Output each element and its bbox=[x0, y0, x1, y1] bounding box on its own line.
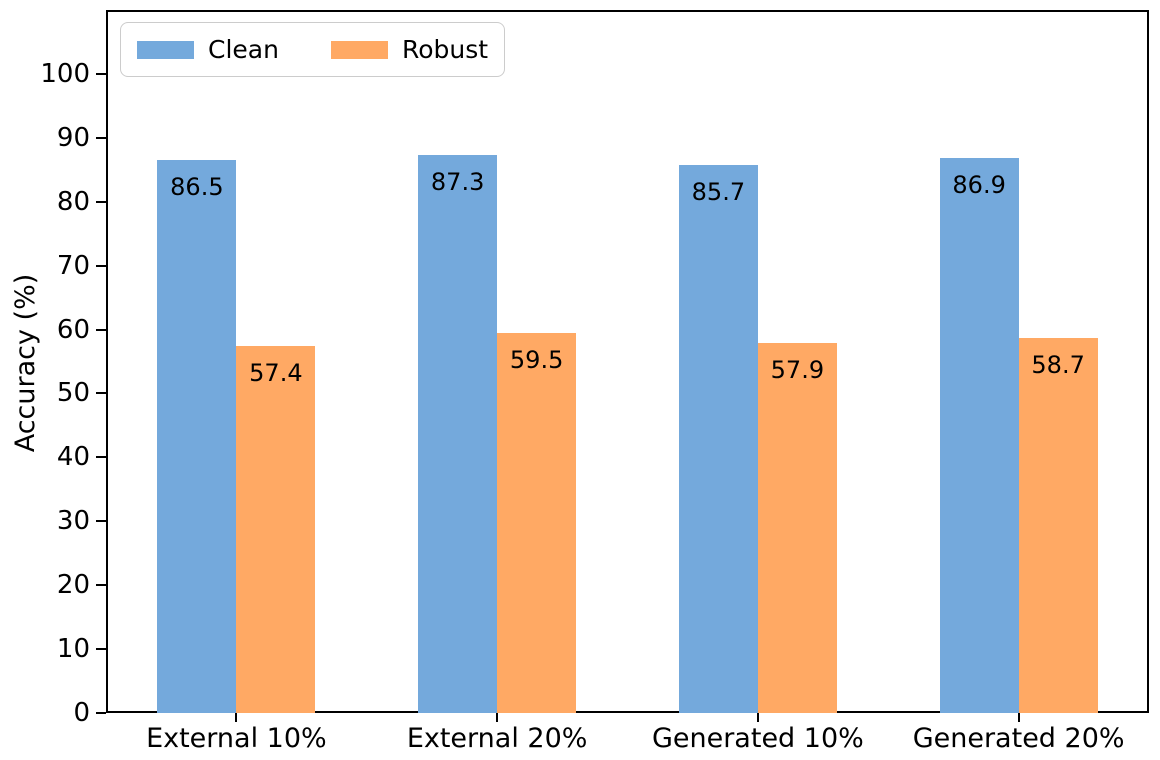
y-tick-label: 60 bbox=[56, 314, 90, 345]
bar-value-label: 57.4 bbox=[249, 359, 303, 388]
bar-robust-4 bbox=[1018, 337, 1098, 713]
legend-swatch-clean bbox=[137, 40, 194, 59]
y-tick-mark bbox=[96, 712, 106, 714]
x-tick-label: External 20% bbox=[406, 723, 588, 754]
x-tick-label: Generated 10% bbox=[651, 723, 864, 754]
legend-swatch-robust bbox=[330, 40, 388, 59]
y-tick-mark bbox=[96, 648, 106, 651]
legend-label: Robust bbox=[401, 35, 489, 64]
legend-item-robust: Robust bbox=[330, 35, 489, 64]
x-tick-mark bbox=[496, 713, 499, 722]
bar-value-label: 85.7 bbox=[691, 178, 746, 207]
y-tick-mark bbox=[96, 136, 106, 139]
bar-robust-2 bbox=[497, 332, 577, 713]
bar-value-label: 58.7 bbox=[1031, 350, 1085, 379]
y-tick-label: 70 bbox=[56, 250, 90, 281]
y-tick-label: 10 bbox=[56, 634, 90, 665]
bar-value-label: 59.5 bbox=[509, 345, 564, 374]
y-tick-mark bbox=[96, 584, 106, 587]
bar-value-label: 87.3 bbox=[430, 168, 485, 197]
x-tick-label: External 10% bbox=[146, 723, 327, 754]
bar-value-label: 57.9 bbox=[770, 355, 825, 384]
y-tick-label: 80 bbox=[56, 186, 90, 217]
bar-clean-3 bbox=[678, 165, 758, 713]
legend: Clean Robust bbox=[120, 22, 506, 77]
y-tick-mark bbox=[96, 520, 106, 523]
y-tick-mark bbox=[96, 200, 106, 203]
y-tick-label: 90 bbox=[56, 122, 90, 153]
bar-clean-4 bbox=[939, 157, 1019, 713]
bar-clean-1 bbox=[157, 160, 237, 713]
y-tick-mark bbox=[96, 264, 106, 267]
y-tick-mark bbox=[96, 456, 106, 459]
bar-robust-1 bbox=[236, 346, 316, 713]
bar-value-label: 86.9 bbox=[952, 170, 1006, 199]
x-tick-mark bbox=[1017, 713, 1020, 722]
y-tick-label: 0 bbox=[73, 698, 90, 728]
y-tick-mark bbox=[96, 328, 106, 331]
legend-item-clean: Clean bbox=[137, 35, 279, 64]
bar-robust-3 bbox=[757, 342, 837, 713]
y-tick-mark bbox=[96, 72, 106, 75]
y-tick-label: 30 bbox=[56, 506, 90, 537]
y-tick-label: 50 bbox=[56, 378, 90, 409]
bar-value-label: 86.5 bbox=[170, 173, 224, 202]
legend-label: Clean bbox=[208, 35, 279, 64]
x-tick-mark bbox=[235, 713, 238, 722]
y-tick-label: 20 bbox=[56, 570, 90, 601]
x-tick-mark bbox=[756, 713, 759, 722]
y-tick-mark bbox=[96, 392, 106, 395]
x-tick-label: Generated 20% bbox=[912, 723, 1125, 754]
y-tick-label: 100 bbox=[40, 58, 90, 89]
bar-clean-2 bbox=[418, 155, 498, 713]
y-tick-label: 40 bbox=[56, 442, 90, 473]
